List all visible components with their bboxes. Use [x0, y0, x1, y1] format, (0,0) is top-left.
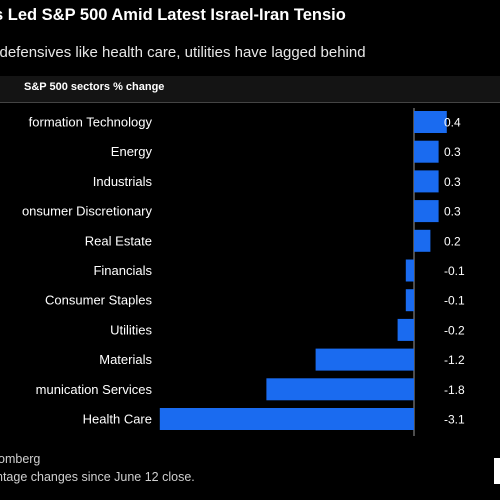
category-label: Real Estate: [85, 233, 152, 248]
value-label: 0.3: [444, 205, 461, 219]
value-label: 0.3: [444, 175, 461, 189]
value-label: -0.1: [444, 264, 465, 278]
chart-title: s Led S&P 500 Amid Latest Israel-Iran Te…: [0, 6, 346, 24]
bar: [414, 229, 431, 252]
source-note: omberg: [0, 452, 41, 466]
footnote: ntage changes since June 12 close.: [0, 470, 195, 484]
category-label: Health Care: [83, 412, 152, 427]
category-label: Financials: [93, 263, 152, 278]
value-label: -1.2: [444, 353, 465, 367]
bar: [414, 111, 447, 133]
bar: [159, 408, 414, 430]
bar: [266, 378, 414, 401]
category-label: Energy: [111, 144, 153, 159]
bar: [405, 289, 414, 312]
bar: [414, 140, 439, 163]
chart-subtitle: l defensives like health care, utilities…: [0, 44, 366, 61]
corner-mark: [494, 458, 500, 484]
value-label: -3.1: [444, 413, 465, 427]
bar: [397, 318, 414, 341]
bar: [414, 170, 439, 193]
category-label: onsumer Discretionary: [22, 204, 153, 219]
value-label: 0.3: [444, 145, 461, 159]
bar: [405, 259, 414, 282]
category-label: Consumer Staples: [45, 293, 152, 308]
value-label: 0.4: [444, 116, 461, 130]
category-label: Materials: [99, 352, 152, 367]
header-rule: [0, 102, 500, 103]
category-label: Utilities: [110, 322, 152, 337]
category-label: Industrials: [93, 174, 153, 189]
value-label: -1.8: [444, 383, 465, 397]
header-band: [0, 76, 500, 102]
bar: [414, 200, 439, 223]
category-label: formation Technology: [29, 115, 153, 130]
category-label: munication Services: [36, 382, 153, 397]
value-label: 0.2: [444, 234, 461, 248]
value-label: -0.1: [444, 294, 465, 308]
header-label: S&P 500 sectors % change: [24, 81, 165, 93]
bar: [315, 348, 414, 371]
value-label: -0.2: [444, 323, 465, 337]
